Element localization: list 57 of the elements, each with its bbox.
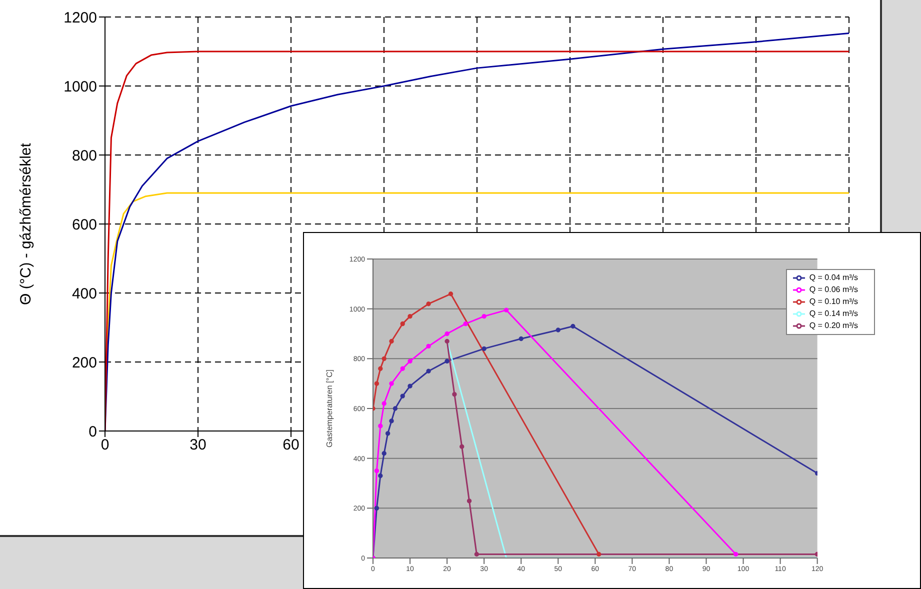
point	[385, 431, 390, 436]
point	[444, 331, 450, 336]
point	[444, 358, 450, 364]
point	[389, 381, 394, 386]
point	[460, 444, 464, 449]
y-tick-label: 1000	[64, 78, 97, 96]
point	[444, 338, 450, 344]
point	[426, 368, 431, 374]
point	[378, 473, 383, 478]
point	[400, 366, 405, 371]
point	[408, 314, 412, 319]
point	[382, 356, 386, 362]
legend-label: Q = 0.06 m³/s	[809, 285, 858, 294]
y-axis-title: Gastemperaturen [°C]	[324, 370, 334, 448]
y-tick-label: 600	[72, 216, 97, 234]
point	[374, 381, 380, 386]
legend-label: Q = 0.20 m³/s	[809, 321, 858, 330]
point	[374, 506, 380, 511]
point	[482, 314, 486, 319]
point	[400, 394, 405, 398]
point	[570, 324, 576, 329]
point	[426, 344, 431, 349]
point	[392, 406, 398, 411]
point	[466, 498, 472, 504]
point	[426, 302, 431, 306]
point	[482, 346, 486, 352]
y-tick-label: 200	[72, 354, 97, 372]
y-axis-title: Θ (°C) - gázhőmérséklet	[17, 142, 34, 305]
point	[378, 424, 383, 428]
y-tick-label: 400	[72, 285, 97, 302]
point	[400, 321, 405, 326]
point	[463, 321, 468, 326]
x-tick-label: 60	[282, 436, 300, 454]
point	[596, 552, 602, 557]
y-tick-label: 800	[72, 147, 97, 164]
point	[382, 451, 386, 456]
legend-label: Q = 0.14 m³/s	[809, 309, 858, 318]
point	[734, 552, 738, 557]
point	[448, 292, 454, 296]
point	[504, 308, 509, 312]
x-tick-label: 0	[100, 436, 110, 454]
point	[408, 358, 412, 364]
x-tick-label: 30	[190, 436, 206, 454]
point	[389, 418, 394, 424]
y-tick-label: 1200	[64, 9, 97, 26]
y-tick-label: 0	[88, 423, 97, 440]
legend-label: Q = 0.04 m³/s	[809, 273, 858, 282]
point	[452, 392, 457, 397]
point	[556, 328, 560, 332]
point	[382, 401, 386, 406]
point	[518, 336, 524, 342]
point	[374, 468, 380, 474]
point	[474, 552, 480, 557]
point	[389, 338, 394, 344]
legend-label: Q = 0.10 m³/s	[809, 297, 858, 306]
point	[378, 366, 383, 371]
point	[408, 384, 412, 388]
